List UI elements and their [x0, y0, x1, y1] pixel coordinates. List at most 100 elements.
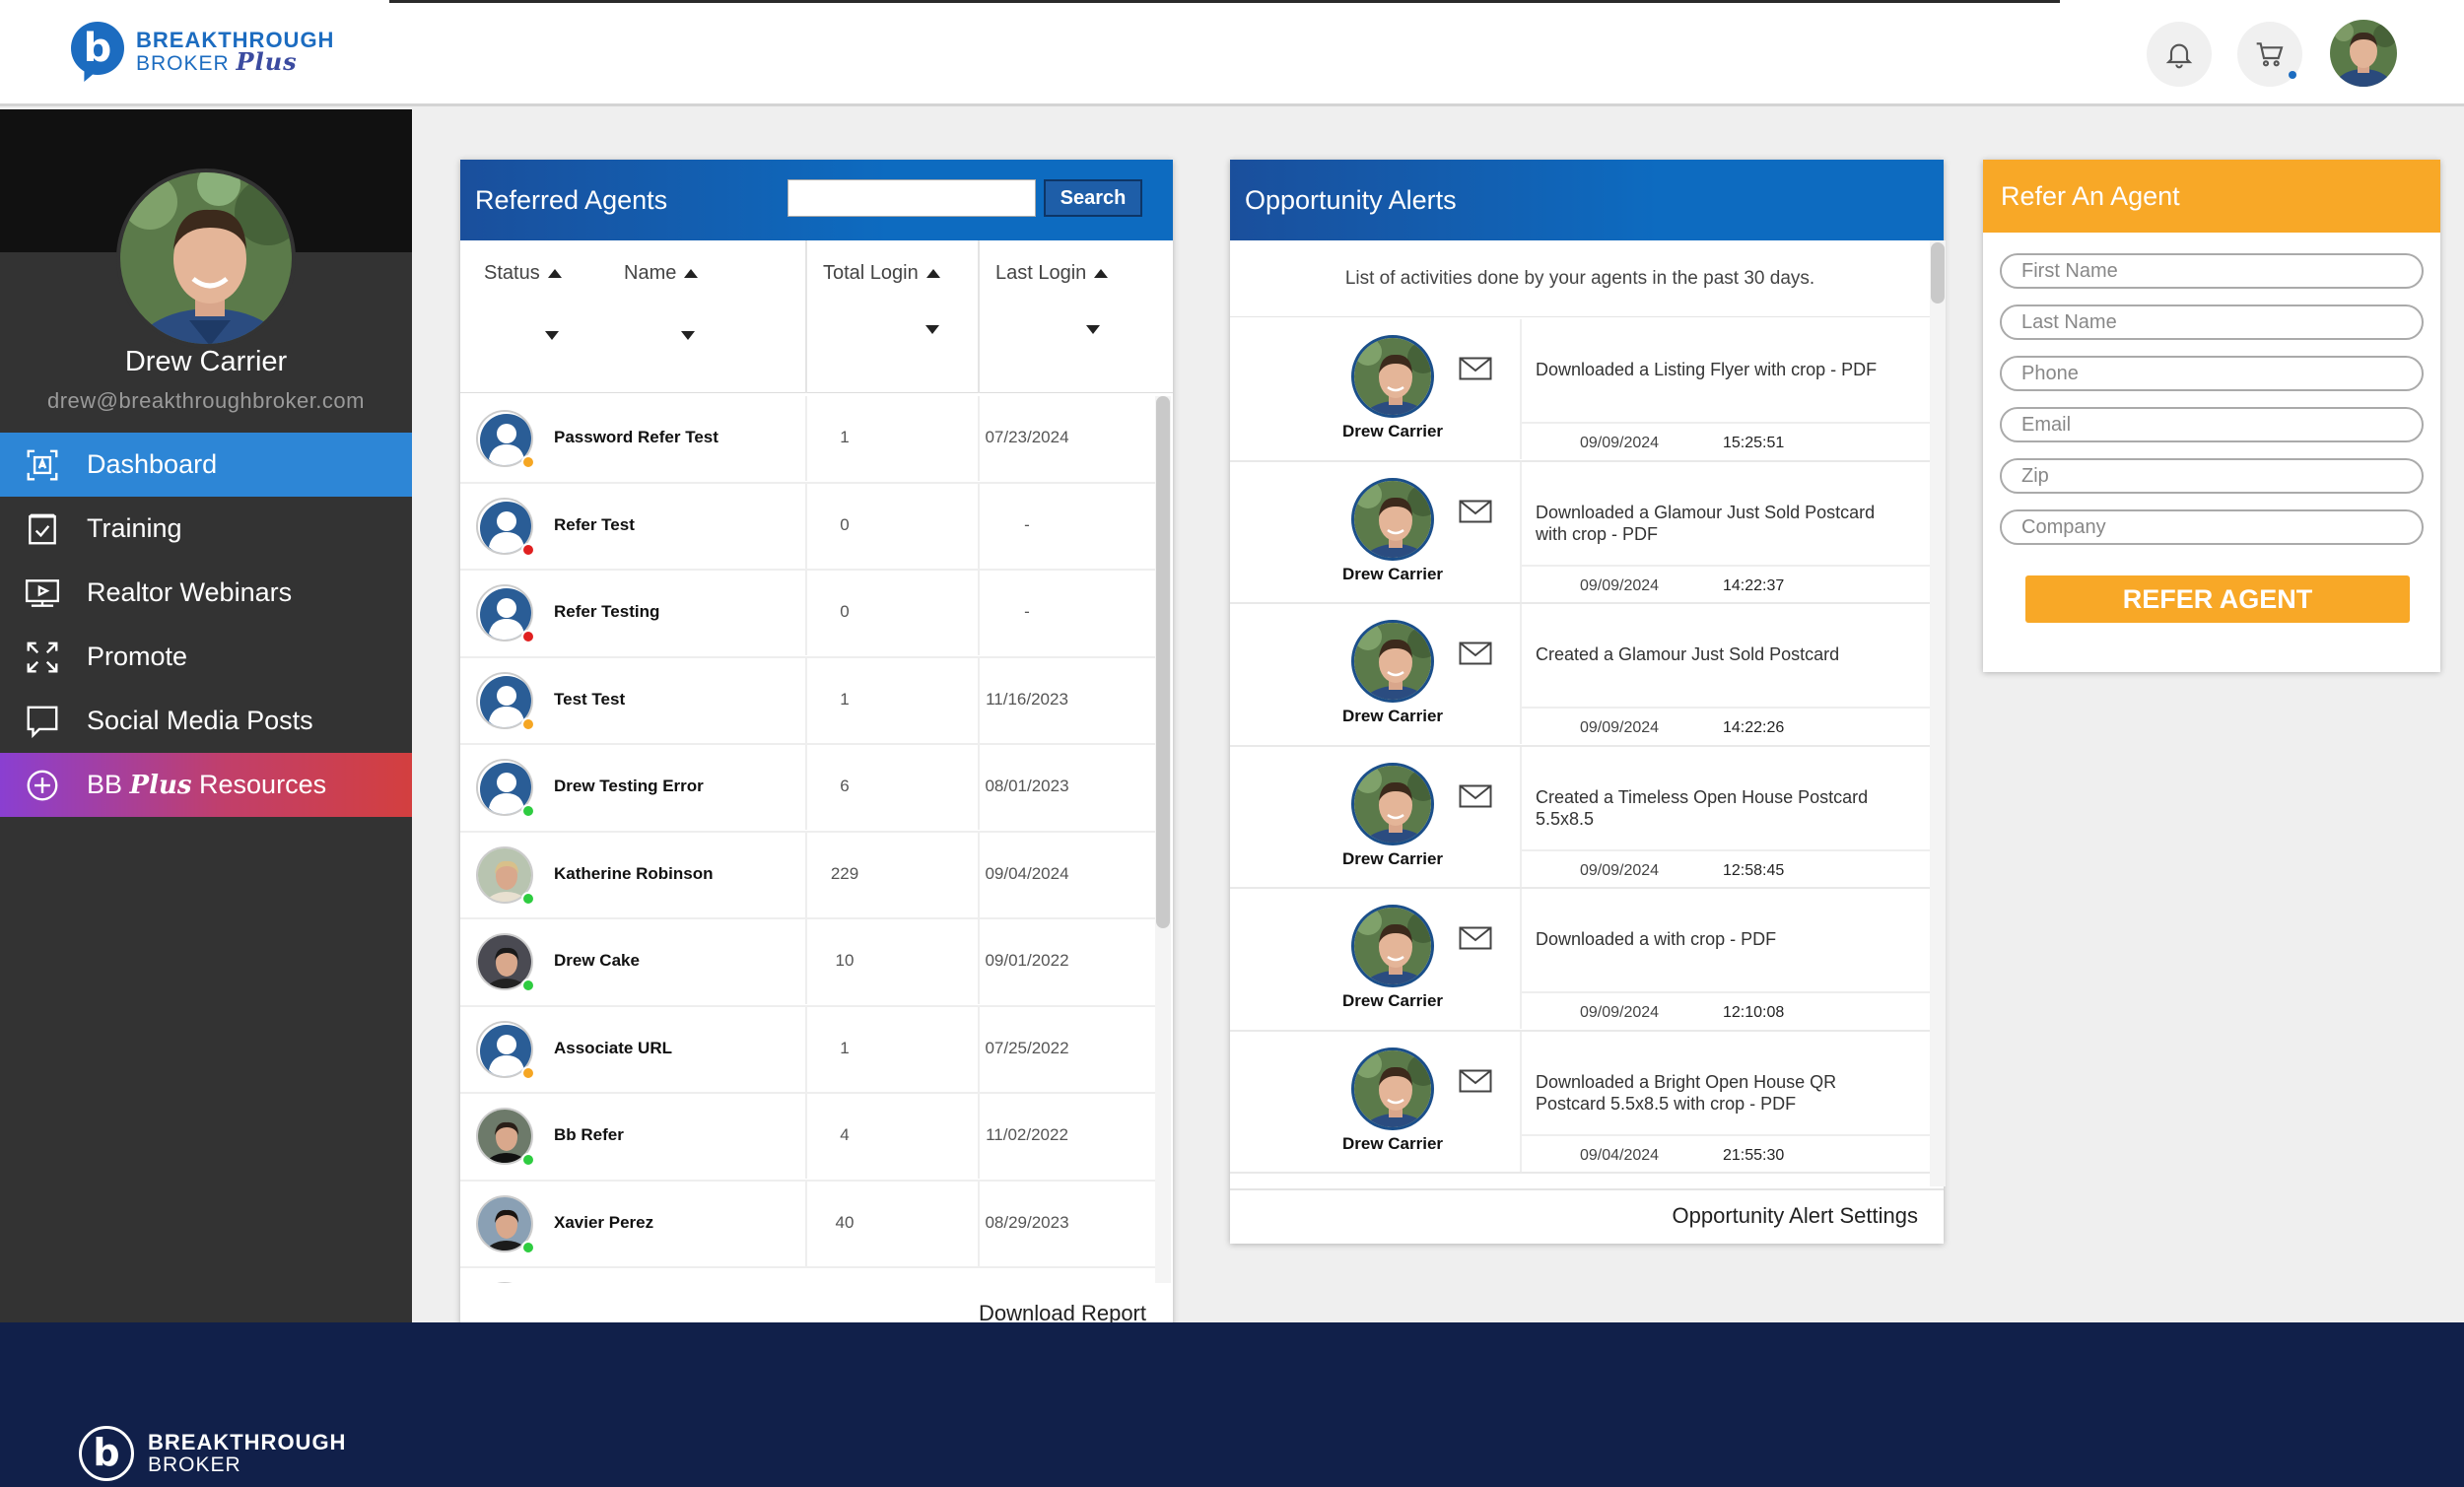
- cart-button[interactable]: [2237, 22, 2302, 87]
- first-name-field[interactable]: First Name: [2000, 253, 2424, 289]
- mail-icon[interactable]: [1459, 784, 1492, 808]
- last-login-value: 11/02/2022: [986, 1125, 1068, 1144]
- column-last-login[interactable]: Last Login: [980, 240, 1173, 393]
- agent-name[interactable]: Associate URL: [554, 1038, 672, 1057]
- agent-name[interactable]: Refer Test: [554, 514, 635, 534]
- brand-logo[interactable]: b BREAKTHROUGH BROKER Plus: [71, 22, 335, 87]
- bell-icon: [2165, 43, 2193, 69]
- column-divider: [978, 571, 980, 655]
- company-field[interactable]: Company: [2000, 509, 2424, 545]
- column-divider: [978, 745, 980, 830]
- column-total-login[interactable]: Total Login: [807, 240, 978, 393]
- profile-photo[interactable]: [116, 169, 296, 348]
- alerts-description: List of activities done by your agents i…: [1230, 240, 1930, 317]
- sort-asc-icon: [925, 269, 940, 279]
- column-divider: [805, 1094, 807, 1179]
- agent-row[interactable]: Katherine Robinson 229 09/04/2024: [460, 832, 1155, 919]
- agent-name[interactable]: Bb Refer: [554, 1125, 624, 1144]
- nav-item-training[interactable]: Training: [0, 497, 412, 561]
- agent-search-input[interactable]: [787, 179, 1036, 217]
- sort-desc-icon[interactable]: [1086, 325, 1100, 334]
- scrollbar-thumb[interactable]: [1156, 396, 1170, 928]
- mail-icon[interactable]: [1459, 642, 1492, 665]
- sort-asc-icon: [1094, 269, 1109, 279]
- opportunity-alert-settings-link[interactable]: Opportunity Alert Settings: [1230, 1188, 1944, 1244]
- agent-name[interactable]: Drew Cake: [554, 951, 640, 970]
- top-accent-line: [389, 0, 2060, 3]
- last-name-field[interactable]: Last Name: [2000, 304, 2424, 340]
- sort-desc-icon[interactable]: [681, 331, 695, 340]
- agent-name[interactable]: Drew Testing Error: [554, 777, 704, 795]
- column-status[interactable]: Status: [460, 240, 598, 393]
- footer-logo[interactable]: b BREAKTHROUGH BROKER: [79, 1426, 346, 1481]
- column-name[interactable]: Name: [598, 240, 805, 393]
- nav-item-realtor-webinars[interactable]: Realtor Webinars: [0, 561, 412, 625]
- sort-desc-icon[interactable]: [545, 331, 559, 340]
- column-divider: [978, 657, 980, 743]
- agent-name[interactable]: Password Refer Test: [554, 428, 719, 446]
- cart-icon: [2256, 42, 2284, 67]
- agent-row[interactable]: Test Test 1 11/16/2023: [460, 657, 1155, 745]
- nav-item-dashboard[interactable]: Dashboard: [0, 433, 412, 497]
- sort-desc-icon[interactable]: [925, 325, 939, 334]
- alert-date: 09/09/2024: [1580, 1004, 1660, 1021]
- mail-icon[interactable]: [1459, 1069, 1492, 1093]
- header-avatar[interactable]: [2330, 20, 2397, 87]
- expand-icon: [27, 642, 58, 672]
- video-icon: [25, 578, 60, 607]
- mail-icon[interactable]: [1459, 357, 1492, 380]
- total-login-value: 1: [840, 1038, 850, 1057]
- refer-agent-button[interactable]: REFER AGENT: [2025, 575, 2410, 623]
- agent-name[interactable]: Test Test: [554, 689, 626, 709]
- agent-row[interactable]: Drew Cake 10 09/01/2022: [460, 919, 1155, 1007]
- column-divider: [805, 657, 807, 743]
- nav-label: Social Media Posts: [87, 706, 313, 735]
- footer-logo-mark-icon: b: [79, 1426, 134, 1481]
- alert-agent-name: Drew Carrier: [1341, 564, 1444, 583]
- phone-field[interactable]: Phone: [2000, 356, 2424, 391]
- column-divider: [978, 1181, 980, 1266]
- agent-name[interactable]: Xavier Perez: [554, 1212, 654, 1232]
- opportunity-alerts-panel: Opportunity Alerts List of activities do…: [1230, 160, 1946, 1244]
- agent-row[interactable]: Refer Test 0 -: [460, 483, 1155, 571]
- refer-agent-header: Refer An Agent: [1983, 160, 2440, 233]
- nav-item-bb-plus-resources[interactable]: BB Plus Resources: [0, 753, 412, 817]
- agent-avatar: [476, 1282, 533, 1283]
- agent-row[interactable]: Drew Testing Error 6 08/01/2023: [460, 745, 1155, 833]
- agent-avatar: [1351, 477, 1434, 561]
- alert-agent-name: Drew Carrier: [1341, 991, 1444, 1010]
- agent-name[interactable]: Katherine Robinson: [554, 863, 714, 883]
- scrollbar-thumb[interactable]: [1931, 242, 1945, 304]
- column-divider: [805, 1181, 807, 1266]
- search-button[interactable]: Search: [1044, 179, 1142, 217]
- nav-item-social-media-posts[interactable]: Social Media Posts: [0, 689, 412, 753]
- alert-item: Drew Carrier Downloaded a Listing Flyer w…: [1230, 319, 1930, 462]
- agent-row[interactable]: Bb Refer 4 11/02/2022: [460, 1094, 1155, 1182]
- zip-field[interactable]: Zip: [2000, 458, 2424, 494]
- agent-row[interactable]: [460, 1268, 1155, 1283]
- agents-scrollbar[interactable]: [1155, 396, 1171, 1283]
- download-report-link[interactable]: Download Report: [979, 1301, 1146, 1325]
- alert-date: 09/09/2024: [1580, 435, 1660, 451]
- mail-icon[interactable]: [1459, 500, 1492, 523]
- mail-icon[interactable]: [1459, 926, 1492, 950]
- alert-activity: Downloaded a Glamour Just Sold Postcard …: [1536, 502, 1876, 544]
- panel-title: Refer An Agent: [2001, 180, 2180, 211]
- agent-avatar: [476, 584, 533, 642]
- alert-divider: [1522, 991, 1930, 993]
- agent-row[interactable]: Xavier Perez 40 08/29/2023: [460, 1181, 1155, 1268]
- alerts-list: Drew Carrier Downloaded a Listing Flyer w…: [1230, 319, 1930, 1177]
- column-divider: [805, 832, 807, 917]
- logo-line1: BREAKTHROUGH: [136, 28, 335, 52]
- alerts-scrollbar[interactable]: [1930, 240, 1946, 1186]
- nav-item-promote[interactable]: Promote: [0, 625, 412, 689]
- opportunity-alerts-header: Opportunity Alerts: [1230, 160, 1944, 240]
- agent-row[interactable]: Refer Testing 0 -: [460, 571, 1155, 658]
- agent-row[interactable]: Password Refer Test 1 07/23/2024: [460, 396, 1155, 484]
- notifications-button[interactable]: [2147, 22, 2212, 87]
- column-divider: [805, 571, 807, 655]
- email-field[interactable]: Email: [2000, 407, 2424, 442]
- agent-name[interactable]: Refer Testing: [554, 602, 660, 621]
- agent-row[interactable]: Associate URL 1 07/25/2022: [460, 1006, 1155, 1094]
- alert-item: Drew Carrier Downloaded a with crop - PDF…: [1230, 889, 1930, 1032]
